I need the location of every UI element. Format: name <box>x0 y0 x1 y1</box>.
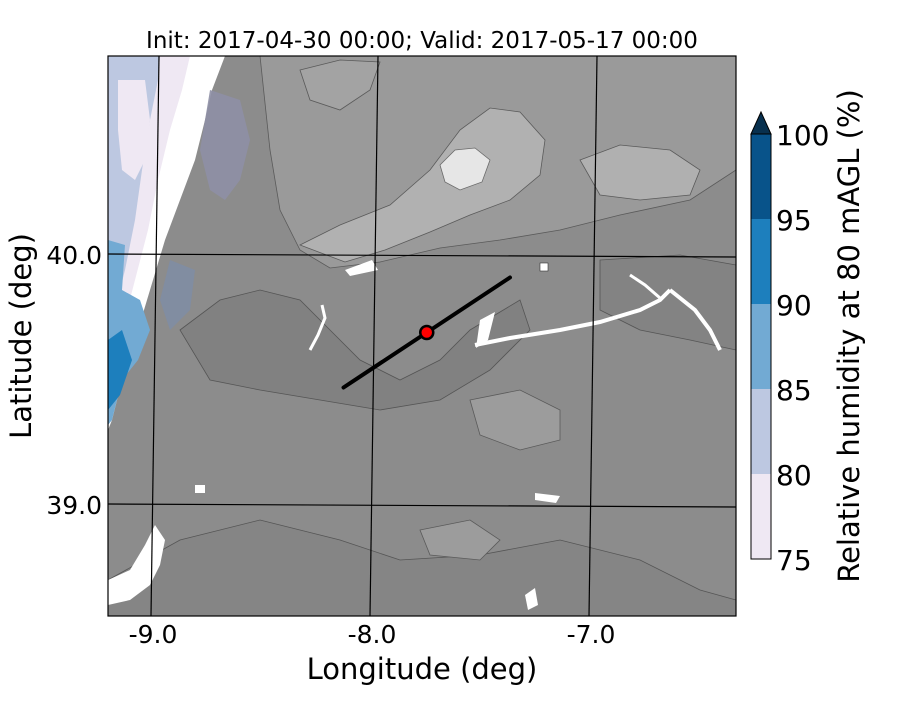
y-tick-labels: 40.0 39.0 <box>46 241 102 520</box>
x-tick-label: -7.0 <box>567 620 616 649</box>
reservoir-north <box>345 260 378 276</box>
colorbar-segment <box>751 219 771 304</box>
colorbar-segment <box>751 134 771 219</box>
terrain-hill-sw <box>419 519 501 561</box>
meridian-line <box>369 56 379 616</box>
humidity-band-75-80-inner <box>118 80 150 180</box>
parallel-line <box>108 253 736 258</box>
x-tick-label: -8.0 <box>348 620 397 649</box>
river-east-2 <box>668 288 722 351</box>
map-frame <box>107 55 737 617</box>
y-axis-label: Latitude (deg) <box>4 233 38 439</box>
x-tick-labels: -9.0 -8.0 -7.0 <box>129 620 616 649</box>
colorbar-extend-arrow <box>750 110 772 135</box>
meridian-line <box>150 56 160 616</box>
reservoir-south <box>535 493 560 503</box>
reservoir-west <box>195 485 205 493</box>
y-tick-label: 39.0 <box>46 491 102 520</box>
colorbar: 100 95 90 85 80 75 <box>750 110 829 577</box>
terrain-low-south <box>108 519 736 616</box>
terrain-hill-south <box>469 389 561 451</box>
terrain-ridge-north <box>299 59 381 111</box>
colorbar-frame <box>750 133 772 560</box>
y-tick-label: 40.0 <box>46 241 102 270</box>
reservoir-center <box>476 312 495 348</box>
x-tick-label: -9.0 <box>129 620 178 649</box>
location-marker[interactable] <box>419 324 435 341</box>
coastal-humid-land-2 <box>160 260 195 330</box>
graticule <box>108 56 736 616</box>
colorbar-segment <box>751 304 771 389</box>
terrain-ridge-ne <box>579 144 701 201</box>
meridian-line <box>588 56 598 616</box>
colorbar-label: Relative humidity at 80 mAGL (%) <box>832 89 866 583</box>
river-north-tributary <box>629 273 661 300</box>
terrain-peak-region <box>439 147 491 191</box>
colorbar-tick-label: 95 <box>776 204 812 237</box>
colorbar-tick-label: 80 <box>776 459 812 492</box>
river-center <box>308 304 327 351</box>
colorbar-tick-label: 100 <box>776 119 829 152</box>
reservoir-south-2 <box>525 588 538 610</box>
estuary-southwest <box>108 525 165 605</box>
x-axis-label: Longitude (deg) <box>307 652 538 686</box>
humidity-band-90-95 <box>108 330 132 410</box>
terrain-high-region <box>299 107 546 263</box>
colorbar-segment <box>751 474 771 559</box>
reservoir-small <box>539 262 549 272</box>
coastal-humid-land <box>200 90 250 200</box>
colorbar-tick-label: 75 <box>776 544 812 577</box>
river-east <box>474 288 672 347</box>
parallel-line <box>108 503 736 508</box>
map-area[interactable] <box>108 56 736 616</box>
colorbar-tick-label: 85 <box>776 374 812 407</box>
colorbar-tick-label: 90 <box>776 289 812 322</box>
terrain-low-valley <box>179 289 531 411</box>
plot-title: Init: 2017-04-30 00:00; Valid: 2017-05-1… <box>146 28 698 54</box>
colorbar-segment <box>751 389 771 474</box>
